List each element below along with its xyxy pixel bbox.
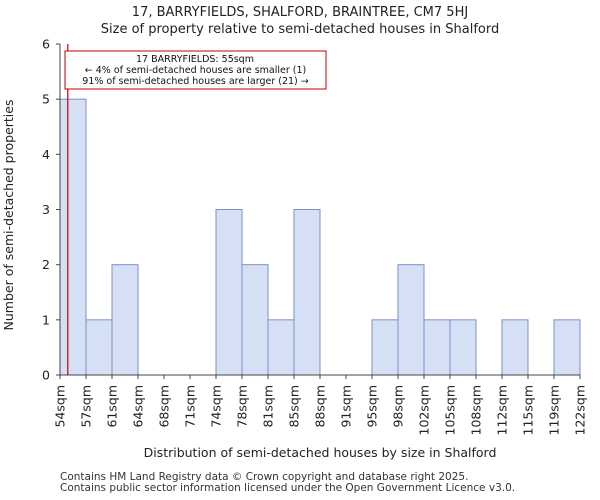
bar-85sqm <box>293 209 321 376</box>
bar-57sqm <box>85 319 113 376</box>
bars-group <box>59 98 581 376</box>
x-tick-label-71sqm: 71sqm <box>183 385 198 428</box>
bar-112sqm <box>501 319 529 376</box>
x-tick-label-98sqm: 98sqm <box>391 385 406 428</box>
x-tick-label-57sqm: 57sqm <box>79 385 94 428</box>
annotation-line-1: 17 BARRYFIELDS: 55sqm <box>136 54 254 65</box>
bar-105sqm <box>449 319 477 376</box>
title-line-subtitle: Size of property relative to semi-detach… <box>100 22 500 37</box>
x-tick-label-102sqm: 102sqm <box>417 385 432 435</box>
footer-line-2: Contains public sector information licen… <box>60 482 516 494</box>
bar-102sqm <box>423 319 451 376</box>
x-tick-label-61sqm: 61sqm <box>105 385 120 428</box>
x-tick-label-54sqm: 54sqm <box>53 385 68 428</box>
x-tick-label-85sqm: 85sqm <box>287 385 302 428</box>
bar-78sqm <box>241 264 269 376</box>
title-line-address: 17, BARRYFIELDS, SHALFORD, BRAINTREE, CM… <box>131 5 469 20</box>
x-tick-label-74sqm: 74sqm <box>209 385 224 428</box>
bar-98sqm <box>397 264 425 376</box>
bar-95sqm <box>371 319 399 376</box>
footer-attribution: Contains HM Land Registry data © Crown c… <box>60 472 515 494</box>
x-axis-label: Distribution of semi-detached houses by … <box>144 445 497 460</box>
y-tick-label-3: 3 <box>42 202 50 217</box>
y-tick-label-4: 4 <box>42 147 50 162</box>
x-tick-label-115sqm: 115sqm <box>521 385 536 435</box>
annotation-line-3: 91% of semi-detached houses are larger (… <box>82 76 309 87</box>
x-tick-label-88sqm: 88sqm <box>313 385 328 428</box>
x-tick-label-95sqm: 95sqm <box>365 385 380 428</box>
bar-54sqm <box>59 98 87 376</box>
x-tick-label-68sqm: 68sqm <box>157 385 172 428</box>
y-tick-label-0: 0 <box>42 368 50 383</box>
y-axis-label: Number of semi-detached properties <box>1 100 16 331</box>
x-tick-label-64sqm: 64sqm <box>131 385 146 428</box>
footer-line-1: Contains HM Land Registry data © Crown c… <box>60 471 469 483</box>
x-tick-label-122sqm: 122sqm <box>573 385 588 435</box>
x-tick-label-108sqm: 108sqm <box>469 385 484 435</box>
x-tick-label-105sqm: 105sqm <box>443 385 458 435</box>
x-tick-label-78sqm: 78sqm <box>235 385 250 428</box>
y-tick-label-5: 5 <box>42 92 50 107</box>
bar-119sqm <box>553 319 581 376</box>
chart-title: 17, BARRYFIELDS, SHALFORD, BRAINTREE, CM… <box>0 4 600 38</box>
y-tick-label-2: 2 <box>42 257 50 272</box>
y-tick-label-1: 1 <box>42 312 50 327</box>
ticks-group: 0 1 2 3 4 5 6 54sqm 57sqm 61sqm 64sqm 68sqm 71sqm 74s… <box>42 37 587 436</box>
x-tick-label-81sqm: 81sqm <box>261 385 276 428</box>
annotation-box <box>64 50 327 90</box>
x-tick-label-91sqm: 91sqm <box>339 385 354 428</box>
annotation-line-2: ← 4% of semi-detached houses are smaller… <box>85 65 306 76</box>
y-tick-label-6: 6 <box>42 37 50 52</box>
x-tick-label-112sqm: 112sqm <box>495 385 510 435</box>
bar-74sqm <box>215 209 243 376</box>
x-tick-label-119sqm: 119sqm <box>547 385 562 435</box>
bar-81sqm <box>267 319 295 376</box>
bar-61sqm <box>111 264 139 376</box>
marker-group: 17 BARRYFIELDS: 55sqm← 4% of semi-detach… <box>64 44 327 375</box>
